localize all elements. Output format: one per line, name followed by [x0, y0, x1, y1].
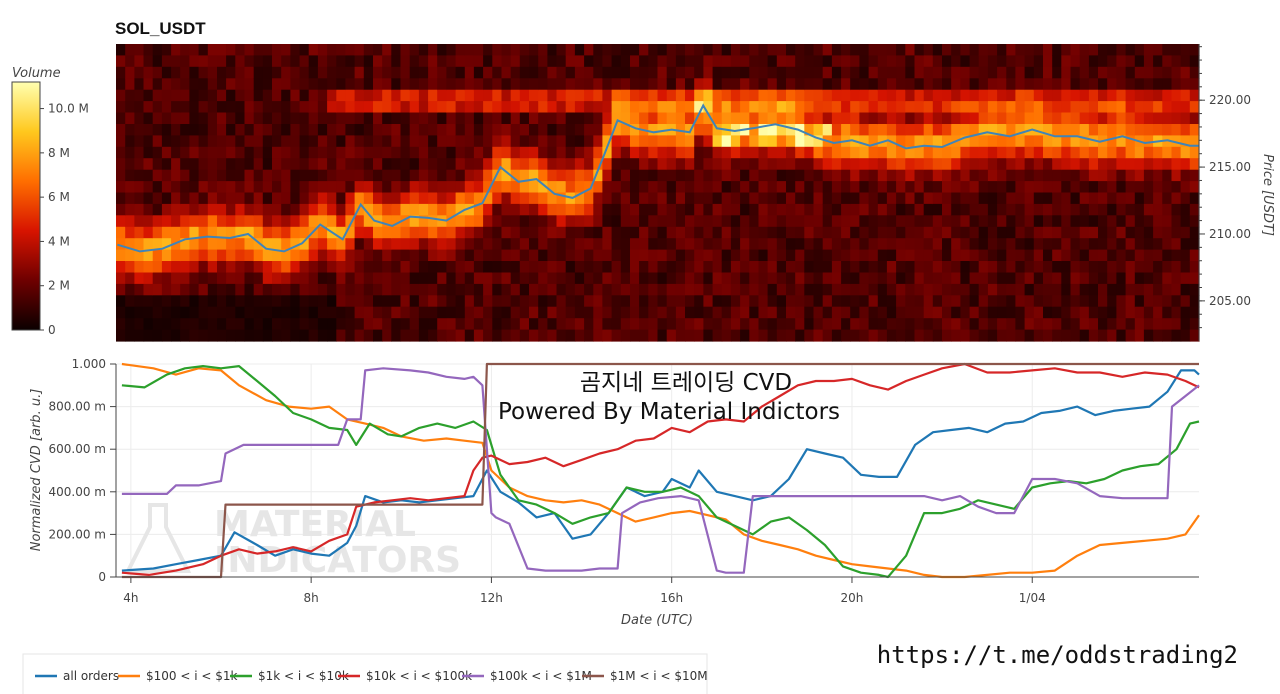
series-s100k_1m — [121, 367, 1200, 574]
x-tick-label: 1/04 — [1019, 591, 1046, 605]
cvd-series — [121, 362, 1200, 579]
price-tick-label: 220.00 — [1209, 93, 1251, 107]
y-tick-label: 800.00 m — [49, 400, 107, 414]
y-tick-label: 200.00 m — [49, 527, 107, 541]
series-s10k_100k — [121, 362, 1200, 577]
colorbar-gradient — [11, 81, 41, 331]
legend-label: all orders — [63, 669, 119, 683]
legend: all orders $100 < i < $1k $1k < i < $10k $1… — [22, 653, 708, 694]
price-axis: 220.00 215.00 210.00 205.00 — [1198, 44, 1251, 341]
legend-label: $100k < i < $1M — [490, 669, 592, 683]
price-tick-label: 205.00 — [1209, 294, 1251, 308]
y-tick-label: 0 — [98, 570, 106, 584]
overlay-subtitle: Powered By Material Indictors — [498, 399, 840, 425]
cvd-y-axis-label: Normalized CVD [arb. u.] — [29, 389, 44, 552]
liquidity-heatmap — [116, 44, 1200, 342]
series-s1m_10m — [121, 362, 1199, 579]
series-s1k_10k — [121, 365, 1200, 579]
x-tick-label: 8h — [304, 591, 319, 605]
legend-label: $100 < i < $1k — [146, 669, 238, 683]
y-tick-label: 1.000 — [72, 357, 106, 371]
colorbar-tick-label: 10.0 M — [48, 102, 89, 116]
price-tick-label: 215.00 — [1209, 160, 1251, 174]
colorbar-tick-label: 0 — [48, 323, 56, 337]
colorbar: 10.0 M 8 M 6 M 4 M 2 M 0 — [11, 81, 89, 337]
y-tick-label: 600.00 m — [49, 442, 107, 456]
x-tick-label: 12h — [480, 591, 503, 605]
colorbar-tick-label: 8 M — [48, 146, 70, 160]
y-tick-label: 400.00 m — [49, 485, 107, 499]
colorbar-tick-label: 4 M — [48, 234, 70, 248]
legend-label: $1k < i < $10k — [258, 669, 349, 683]
legend-label: $1M < i < $10M — [610, 669, 708, 683]
x-tick-label: 16h — [660, 591, 683, 605]
chart-title: SOL_USDT — [115, 19, 206, 38]
telegram-link[interactable]: https://t.me/oddstrading2 — [877, 641, 1238, 669]
watermark-line-1: MATERIAL — [214, 504, 416, 545]
price-axis-label: Price [USDT] — [1260, 154, 1275, 236]
price-tick-label: 210.00 — [1209, 227, 1251, 241]
series-all_orders — [121, 369, 1200, 572]
overlay-title: 곰지네 트레이딩 CVD — [580, 370, 792, 396]
colorbar-label: Volume — [12, 66, 61, 81]
series-s100_1k — [121, 362, 1200, 579]
cvd-x-axis-label: Date (UTC) — [621, 613, 693, 628]
x-tick-label: 20h — [841, 591, 864, 605]
flask-logo-icon — [124, 503, 192, 573]
colorbar-tick-label: 6 M — [48, 190, 70, 204]
material-indicators-watermark: MATERIAL INDICATORS — [124, 503, 461, 581]
price-line — [117, 103, 1199, 253]
legend-label: $10k < i < $100k — [366, 669, 472, 683]
watermark-line-2: INDICATORS — [214, 540, 461, 581]
colorbar-tick-label: 2 M — [48, 279, 70, 293]
cvd-axes: 4h 8h 12h 16h 20h 1/04 1.000 800.00 m 600.00 m 40… — [49, 357, 1199, 605]
x-tick-label: 4h — [123, 591, 138, 605]
